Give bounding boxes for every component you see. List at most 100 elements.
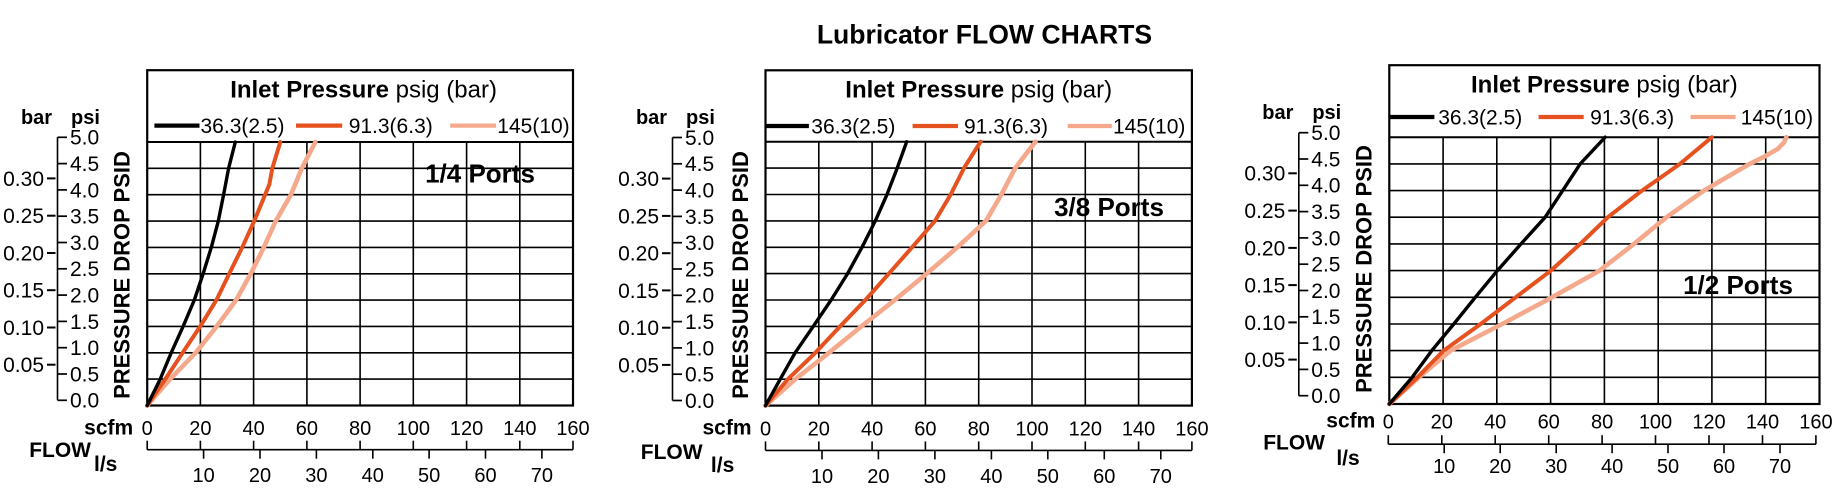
- svg-text:0.25: 0.25: [3, 205, 44, 228]
- svg-text:0.05: 0.05: [3, 354, 44, 377]
- svg-text:40: 40: [1484, 411, 1506, 433]
- svg-text:4.0: 4.0: [70, 179, 99, 202]
- svg-text:2.5: 2.5: [685, 258, 714, 281]
- svg-text:10: 10: [192, 465, 214, 487]
- svg-text:PRESSURE DROP PSID: PRESSURE DROP PSID: [110, 151, 135, 399]
- svg-text:91.3(6.3): 91.3(6.3): [1590, 106, 1674, 129]
- svg-text:4.0: 4.0: [685, 180, 714, 203]
- svg-text:0: 0: [1383, 411, 1394, 433]
- svg-text:0.20: 0.20: [618, 243, 659, 266]
- svg-text:100: 100: [1639, 411, 1672, 433]
- svg-text:bar: bar: [636, 107, 667, 129]
- svg-text:120: 120: [450, 418, 483, 440]
- svg-text:Inlet Pressure psig (bar): Inlet Pressure psig (bar): [845, 76, 1112, 103]
- svg-text:FLOW: FLOW: [641, 441, 703, 464]
- svg-text:0.30: 0.30: [1244, 163, 1285, 186]
- svg-text:0.30: 0.30: [3, 168, 44, 191]
- svg-text:100: 100: [397, 418, 430, 440]
- svg-text:50: 50: [1657, 456, 1679, 478]
- svg-text:psi: psi: [1312, 102, 1341, 124]
- svg-text:40: 40: [362, 465, 384, 487]
- svg-text:36.3(2.5): 36.3(2.5): [201, 115, 285, 138]
- svg-text:0.5: 0.5: [685, 364, 714, 387]
- svg-text:1.5: 1.5: [1311, 306, 1340, 329]
- svg-text:0.10: 0.10: [1244, 312, 1285, 335]
- svg-text:60: 60: [1713, 456, 1735, 478]
- svg-text:0.5: 0.5: [1311, 359, 1340, 382]
- svg-text:40: 40: [242, 418, 264, 440]
- svg-text:l/s: l/s: [711, 454, 734, 477]
- svg-text:0.20: 0.20: [1244, 237, 1285, 260]
- svg-text:0.25: 0.25: [618, 205, 659, 228]
- svg-text:0.0: 0.0: [70, 390, 99, 413]
- svg-text:5.0: 5.0: [1311, 122, 1340, 145]
- svg-text:60: 60: [1093, 466, 1115, 488]
- svg-text:160: 160: [556, 418, 589, 440]
- svg-text:bar: bar: [1262, 102, 1293, 124]
- svg-text:Inlet Pressure psig (bar): Inlet Pressure psig (bar): [230, 76, 497, 103]
- svg-text:1.0: 1.0: [685, 337, 714, 360]
- svg-text:145(10): 145(10): [497, 115, 569, 138]
- svg-text:Lubricator FLOW CHARTS: Lubricator FLOW CHARTS: [817, 19, 1152, 49]
- svg-text:70: 70: [1150, 466, 1172, 488]
- svg-text:36.3(2.5): 36.3(2.5): [811, 115, 895, 138]
- svg-text:50: 50: [1037, 466, 1059, 488]
- svg-text:10: 10: [1433, 456, 1455, 478]
- svg-text:20: 20: [1489, 456, 1511, 478]
- svg-text:3.5: 3.5: [1311, 201, 1340, 224]
- svg-text:145(10): 145(10): [1741, 106, 1813, 129]
- svg-text:2.5: 2.5: [1311, 254, 1340, 277]
- svg-text:30: 30: [924, 466, 946, 488]
- svg-text:3/8 Ports: 3/8 Ports: [1054, 192, 1164, 222]
- svg-text:160: 160: [1175, 418, 1208, 440]
- svg-text:3.0: 3.0: [685, 232, 714, 255]
- svg-text:20: 20: [249, 465, 271, 487]
- svg-text:80: 80: [1591, 411, 1613, 433]
- svg-text:10: 10: [811, 466, 833, 488]
- svg-text:0.0: 0.0: [685, 390, 714, 413]
- svg-text:2.5: 2.5: [70, 258, 99, 281]
- svg-text:0.15: 0.15: [3, 280, 44, 303]
- svg-text:FLOW: FLOW: [1263, 431, 1325, 454]
- svg-text:100: 100: [1015, 418, 1048, 440]
- svg-text:30: 30: [305, 465, 327, 487]
- svg-text:40: 40: [980, 466, 1002, 488]
- svg-text:120: 120: [1069, 418, 1102, 440]
- svg-text:36.3(2.5): 36.3(2.5): [1438, 106, 1522, 129]
- svg-text:50: 50: [418, 465, 440, 487]
- svg-text:4.5: 4.5: [70, 153, 99, 176]
- svg-text:30: 30: [1545, 456, 1567, 478]
- svg-text:120: 120: [1692, 411, 1725, 433]
- svg-text:3.5: 3.5: [70, 206, 99, 229]
- svg-text:scfm: scfm: [84, 417, 133, 440]
- svg-text:60: 60: [914, 418, 936, 440]
- svg-text:5.0: 5.0: [685, 127, 714, 150]
- svg-text:0.20: 0.20: [3, 242, 44, 265]
- svg-text:3.5: 3.5: [685, 206, 714, 229]
- svg-text:1.5: 1.5: [685, 311, 714, 334]
- svg-text:1.5: 1.5: [70, 311, 99, 334]
- svg-text:20: 20: [189, 418, 211, 440]
- svg-text:PRESSURE DROP PSID: PRESSURE DROP PSID: [728, 151, 753, 399]
- svg-text:0.0: 0.0: [1311, 385, 1340, 408]
- svg-text:140: 140: [503, 418, 536, 440]
- svg-text:140: 140: [1122, 418, 1155, 440]
- svg-text:0.10: 0.10: [3, 317, 44, 340]
- svg-text:91.3(6.3): 91.3(6.3): [349, 115, 433, 138]
- svg-text:2.0: 2.0: [685, 285, 714, 308]
- svg-text:scfm: scfm: [1326, 410, 1375, 433]
- svg-text:1/4 Ports: 1/4 Ports: [425, 159, 535, 189]
- svg-text:0: 0: [142, 418, 153, 440]
- svg-text:0.05: 0.05: [1244, 349, 1285, 372]
- svg-text:0.5: 0.5: [70, 363, 99, 386]
- svg-text:0.30: 0.30: [618, 168, 659, 191]
- svg-text:4.5: 4.5: [1311, 148, 1340, 171]
- svg-text:60: 60: [296, 418, 318, 440]
- svg-text:20: 20: [808, 418, 830, 440]
- svg-text:60: 60: [474, 465, 496, 487]
- svg-text:psi: psi: [686, 107, 715, 129]
- svg-text:FLOW: FLOW: [29, 439, 91, 462]
- svg-text:3.0: 3.0: [70, 232, 99, 255]
- svg-text:4.5: 4.5: [685, 153, 714, 176]
- svg-text:0.15: 0.15: [618, 280, 659, 303]
